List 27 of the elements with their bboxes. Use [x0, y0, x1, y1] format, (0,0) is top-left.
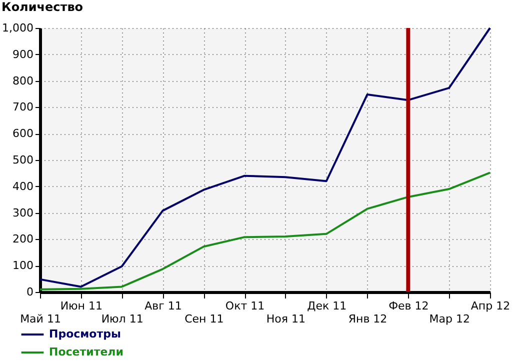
y-tick-label: 700: [12, 100, 34, 114]
y-tick-label: 900: [12, 48, 34, 61]
x-tick-label: Май 11: [20, 312, 61, 326]
y-tick-label: 1,000: [2, 22, 34, 34]
y-tick-label: 400: [12, 180, 34, 193]
x-tick-label: Сен 11: [184, 312, 224, 326]
y-tick-label: 100: [12, 259, 34, 272]
x-tick-label: Авг 11: [144, 300, 182, 312]
y-tick-label: 600: [12, 127, 34, 140]
y-tick-label: 800: [12, 74, 34, 88]
y-tick-label: 0: [26, 286, 34, 298]
x-tick-label: Июн 11: [60, 300, 103, 312]
x-tick-label: Дек 11: [307, 300, 347, 312]
y-tick-label: 500: [12, 154, 34, 166]
y-tick-label: 200: [12, 232, 34, 246]
x-tick-label: Янв 12: [348, 312, 388, 326]
x-tick-label: Окт 11: [225, 300, 265, 312]
line-series: [39, 172, 491, 290]
legend-label: Посетители: [49, 346, 124, 358]
x-tick-label: Ноя 11: [266, 312, 306, 326]
x-tick-label: Мар 12: [429, 312, 470, 326]
x-tick-label: Фев 12: [388, 300, 429, 312]
x-tick-label: Апр 12: [470, 300, 510, 312]
x-tick-label: Июл 11: [101, 312, 144, 326]
legend-label: Просмотры: [49, 328, 121, 340]
y-tick-label: 300: [12, 206, 34, 220]
chart-title: Количество: [2, 0, 84, 14]
